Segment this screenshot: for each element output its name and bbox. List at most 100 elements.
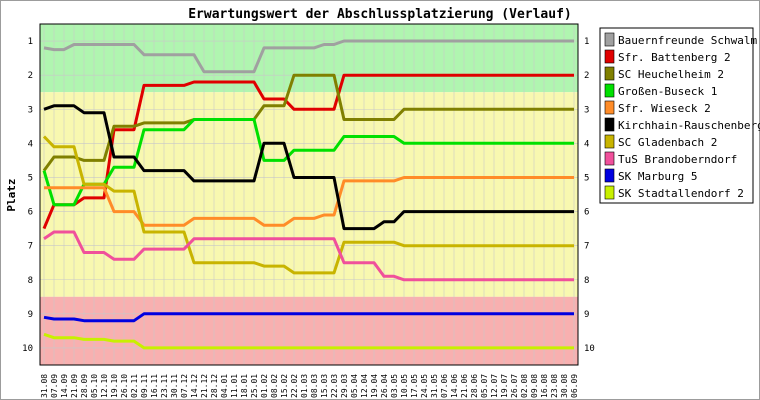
legend-label-8: TuS Brandoberndorf [618, 153, 737, 166]
x-tick-label: 07.12 [180, 374, 189, 398]
x-tick-label: 05.10 [90, 374, 99, 398]
series-line-7 [42, 135, 574, 275]
x-tick-label: 19.04 [370, 374, 379, 398]
legend-swatch-3 [604, 66, 615, 81]
legend-label-6: Kirchhain-Rauschenberg [618, 119, 760, 132]
legend-label-3: SC Heuchelheim 2 [618, 68, 724, 81]
series-line-1 [43, 39, 574, 74]
legend-label-1: Bauernfreunde Schwalm [618, 34, 757, 47]
x-tick-label: 14.09 [60, 374, 69, 398]
y-tick-label-right: 4 [584, 139, 589, 149]
y-tick-label-right: 9 [584, 310, 589, 320]
legend-swatch-6 [604, 117, 615, 132]
x-tick-label: 28.09 [80, 374, 89, 398]
y-tick-label: 9 [28, 310, 33, 320]
x-tick-label: 03.05 [390, 374, 399, 398]
y-tick-label: 5 [28, 173, 33, 183]
x-tick-label: 10.05 [400, 374, 409, 398]
series-line-5 [44, 176, 574, 227]
series-layer [42, 39, 574, 350]
y-tick-label: 2 [28, 71, 33, 81]
x-tick-label: 01.02 [260, 374, 269, 398]
x-tick-label: 04.01 [220, 374, 229, 398]
y-tick-label: 8 [28, 276, 33, 286]
chart-title: Erwartungswert der Abschlussplatzierung … [188, 7, 572, 22]
y-tick-label-right: 2 [584, 71, 589, 81]
legend-swatch-8 [604, 151, 615, 166]
legend-label-9: SK Marburg 5 [618, 170, 697, 183]
y-tick-label: 6 [28, 208, 33, 218]
x-tick-label: 31.08 [40, 374, 49, 398]
x-tick-label: 31.05 [430, 374, 439, 398]
y-tick-label-right: 10 [584, 344, 595, 354]
y-tick-label-right: 6 [584, 208, 589, 218]
y-tick-label: 1 [28, 37, 33, 47]
legend: Bauernfreunde Schwalm Sfr. Battenberg 2 SC… [599, 27, 760, 204]
y-tick-label-right: 3 [584, 105, 589, 115]
legend-swatch-9 [604, 168, 615, 183]
x-tick-label: 19.07 [500, 374, 509, 398]
x-tick-label: 30.11 [170, 374, 179, 398]
legend-label-10: SK Stadtallendorf 2 [618, 187, 744, 200]
x-tick-label: 02.11 [130, 374, 139, 398]
x-tick-label: 23.08 [550, 374, 559, 398]
y-tick-label: 10 [22, 344, 33, 354]
x-tick-label: 15.03 [320, 374, 329, 398]
legend-swatch-2 [604, 49, 615, 64]
y-tick-label-right: 5 [584, 173, 589, 183]
x-tick-label: 15.02 [280, 374, 289, 398]
x-tick-label: 24.05 [420, 374, 429, 398]
x-tick-label: 08.03 [310, 374, 319, 398]
x-tick-label: 22.03 [330, 374, 339, 398]
x-tick-label: 17.05 [410, 374, 419, 398]
x-tick-label: 22.02 [290, 374, 299, 398]
x-tick-label: 09.08 [530, 374, 539, 398]
x-tick-label: 26.04 [380, 374, 389, 398]
legend-swatch-1 [604, 32, 615, 47]
series-line-2 [42, 73, 574, 230]
x-tick-label: 07.09 [50, 374, 59, 398]
x-tick-label: 05.04 [350, 374, 359, 398]
x-tick-label: 01.03 [300, 374, 309, 398]
x-tick-label: 06.09 [570, 374, 579, 398]
zone-band-1 [40, 24, 578, 93]
plot-background [40, 24, 578, 365]
legend-swatch-5 [604, 100, 615, 115]
x-tick-label: 16.08 [540, 374, 549, 398]
x-tick-label: 28.12 [210, 374, 219, 398]
zone-band-2 [40, 92, 578, 297]
series-line-10 [43, 332, 574, 350]
x-tick-label: 21.06 [460, 374, 469, 398]
legend-swatch-4 [604, 83, 615, 98]
x-tick-label: 26.10 [120, 374, 129, 398]
legend-label-2: Sfr. Battenberg 2 [618, 51, 731, 64]
x-tick-label: 21.09 [70, 374, 79, 398]
x-tick-label: 21.12 [200, 374, 209, 398]
series-line-6 [43, 104, 574, 231]
x-tick-label: 12.04 [360, 374, 369, 398]
legend-label-7: SC Gladenbach 2 [618, 136, 717, 149]
x-tick-label: 18.01 [240, 374, 249, 398]
x-tick-label: 09.11 [140, 374, 149, 398]
series-line-3 [42, 73, 574, 172]
series-line-9 [43, 312, 574, 323]
x-tick-label: 26.07 [510, 374, 519, 398]
series-line-4 [42, 118, 574, 207]
legend-label-4: Großen-Buseck 1 [618, 85, 717, 98]
y-axis-label: Platz [5, 178, 18, 211]
y-tick-label: 7 [28, 242, 33, 252]
legend-swatch-7 [604, 134, 615, 149]
x-tick-label: 02.08 [520, 374, 529, 398]
x-tick-label: 14.12 [190, 374, 199, 398]
x-tick-label: 23.11 [160, 374, 169, 398]
y-tick-label-right: 8 [584, 276, 589, 286]
x-tick-label: 19.10 [110, 374, 119, 398]
y-tick-label-right: 7 [584, 242, 589, 252]
zone-band-3 [40, 296, 578, 365]
y-tick-label-right: 1 [584, 37, 589, 47]
x-tick-label: 16.11 [150, 374, 159, 398]
series-line-8 [43, 230, 574, 282]
y-tick-label: 3 [28, 105, 33, 115]
